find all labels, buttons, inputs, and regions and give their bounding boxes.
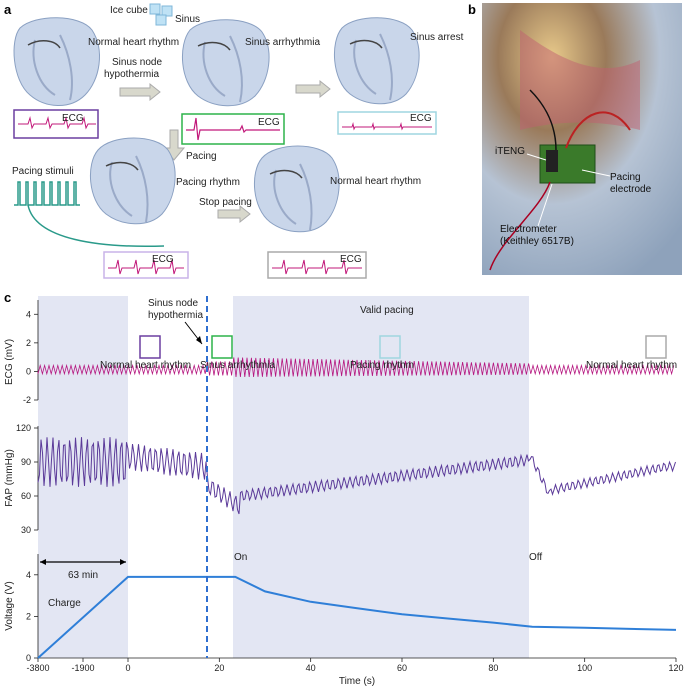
voltage-xlabel: Time (s) — [339, 676, 375, 687]
ecg-anno-pacing-rhythm: Pacing rhythm — [350, 360, 414, 371]
wire — [565, 111, 631, 149]
label-pacing-rhythm: Pacing rhythm — [176, 177, 240, 188]
voltage-chart: Voltage (V) Time (s) 0 2 4 -3800 -1900 0 20 40… — [4, 552, 684, 687]
volt-y-tick-label: 4 — [26, 570, 31, 580]
label-pacing-electrode-2: electrode — [610, 184, 652, 195]
pacing-stimuli-icon — [14, 181, 165, 248]
volt-x-tick-label: 40 — [306, 663, 316, 673]
ecg-anno-arrhythmia: Sinus arrhythmia — [200, 360, 275, 371]
volt-x-tick-label: 60 — [397, 663, 407, 673]
label-pacing-stimuli: Pacing stimuli — [12, 166, 74, 177]
shade-pacing — [233, 296, 529, 658]
volt-x-tick-label: 120 — [668, 663, 683, 673]
ecg-box-arrhythmia — [181, 113, 285, 145]
heart-illustration-1 — [13, 17, 100, 106]
ecg-highlight-normal-2 — [645, 335, 667, 359]
volt-x-tick-label: 0 — [125, 663, 130, 673]
arrow-right-icon — [119, 82, 161, 102]
ecg-chart: ECG (mV) -2 0 2 4 Normal heart rhythm Sinus… — [4, 298, 677, 405]
ecg-label-4: ECG — [152, 254, 174, 265]
ecg-ylabel: ECG (mV) — [4, 339, 15, 385]
volt-x-tick-label: -3800 — [26, 663, 49, 673]
ice-cube-icon — [149, 3, 173, 26]
ecg-anno-sinus-node-2: hypothermia — [148, 310, 203, 321]
label-normal-heart-rhythm-2: Normal heart rhythm — [330, 176, 421, 187]
volt-x-tick-label: 100 — [577, 663, 592, 673]
pointer-line — [526, 153, 547, 161]
label-normal-heart-rhythm-1: Normal heart rhythm — [88, 37, 179, 48]
ecg-anno-sinus-node-1: Sinus node — [148, 298, 198, 309]
fap-y-tick-label: 30 — [21, 525, 31, 535]
ecg-trace — [186, 117, 280, 141]
ecg-label-2: ECG — [258, 117, 280, 128]
arrowhead-icon — [196, 336, 202, 344]
ecg-highlight-arrhythmia — [211, 335, 233, 359]
fap-ylabel: FAP (mmHg) — [4, 449, 15, 507]
voltage-anno-off: Off — [529, 552, 542, 563]
arrow-right-icon — [217, 204, 251, 224]
wire — [529, 89, 557, 151]
voltage-anno-charge: Charge — [48, 598, 81, 609]
arrow-right-icon — [295, 79, 331, 99]
label-electrometer-1: Electrometer — [500, 224, 557, 235]
voltage-ylabel: Voltage (V) — [4, 581, 15, 630]
label-stop-pacing: Stop pacing — [199, 197, 252, 208]
label-sinus-arrest: Sinus arrest — [410, 32, 464, 43]
ecg-anno-valid-pacing: Valid pacing — [360, 305, 414, 316]
ecg-trace — [108, 259, 184, 275]
ecg-label-5: ECG — [340, 254, 362, 265]
panel-label-b: b — [468, 2, 476, 17]
heart-illustration-4 — [89, 137, 176, 225]
fap-y-tick-label: 90 — [21, 457, 31, 467]
ecg-trace — [272, 259, 362, 275]
label-sinus: Sinus — [175, 14, 200, 25]
volt-x-tick-label: -1900 — [71, 663, 94, 673]
volt-x-tick-label: 20 — [214, 663, 224, 673]
wire — [489, 181, 551, 271]
panel-label-c: c — [4, 290, 11, 305]
voltage-anno-on: On — [234, 552, 247, 563]
fap-y-tick-label: 120 — [16, 423, 31, 433]
iteng-device — [546, 150, 558, 172]
pointer-line — [537, 183, 553, 227]
ecg-anno-normal-2: Normal heart rhythm — [586, 360, 677, 371]
fap-chart: FAP (mmHg) 30 60 90 120 — [4, 423, 676, 535]
ecg-y-tick-label: 0 — [26, 366, 31, 376]
ecg-y-tick-label: -2 — [23, 395, 31, 405]
panel-label-a: a — [4, 2, 12, 17]
label-sinus-node-1: Sinus node — [112, 57, 162, 68]
volt-x-tick-label: 80 — [488, 663, 498, 673]
ecg-trace — [18, 116, 96, 130]
label-iteng: iTENG — [495, 146, 525, 157]
ecg-anno-normal-1: Normal heart rhythm — [100, 360, 191, 371]
label-pacing: Pacing — [186, 151, 217, 162]
arrowhead-right-icon — [120, 559, 126, 565]
heart-illustration-5 — [253, 145, 340, 233]
ecg-label-1: ECG — [62, 113, 84, 124]
volt-y-tick-label: 0 — [26, 653, 31, 663]
tissue-region — [520, 30, 640, 130]
label-pacing-electrode-1: Pacing — [610, 172, 641, 183]
label-hypothermia-1: hypothermia — [104, 69, 159, 80]
label-ice-cube: Ice cube — [110, 5, 148, 16]
voltage-anno-duration: 63 min — [68, 570, 98, 581]
label-sinus-arrhythmia: Sinus arrhythmia — [245, 37, 320, 48]
ecg-trace — [342, 122, 432, 131]
ecg-highlight-pacing — [379, 335, 401, 359]
label-electrometer-2: (Keithley 6517B) — [500, 236, 574, 247]
ecg-y-tick-label: 2 — [26, 338, 31, 348]
pointer-line — [581, 169, 611, 177]
ecg-box-arrest — [337, 111, 437, 135]
ecg-label-3: ECG — [410, 113, 432, 124]
heart-illustration-2 — [181, 19, 270, 107]
ecg-y-tick-label: 4 — [26, 309, 31, 319]
heart-illustration-3 — [333, 17, 420, 105]
fap-y-tick-label: 60 — [21, 491, 31, 501]
arrowhead-left-icon — [40, 559, 46, 565]
volt-y-tick-label: 2 — [26, 611, 31, 621]
ecg-highlight-normal — [139, 335, 161, 359]
